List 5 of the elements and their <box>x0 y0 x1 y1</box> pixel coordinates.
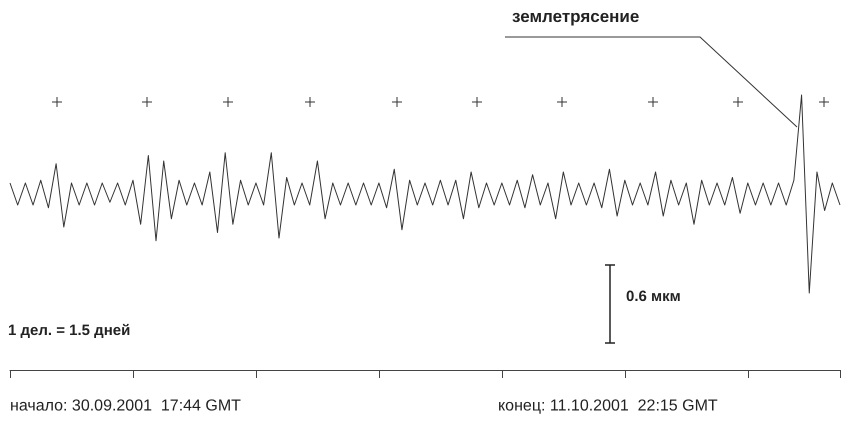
text: конец: 11.10.2001 22:15 GMT <box>498 398 718 414</box>
annotation: 1 дел. = 1.5 дней <box>8 322 130 339</box>
text: начало: 30.09.2001 17:44 GMT <box>10 398 242 414</box>
annotation: 0.6 мкм <box>626 288 681 305</box>
text: землетрясение <box>512 7 640 26</box>
